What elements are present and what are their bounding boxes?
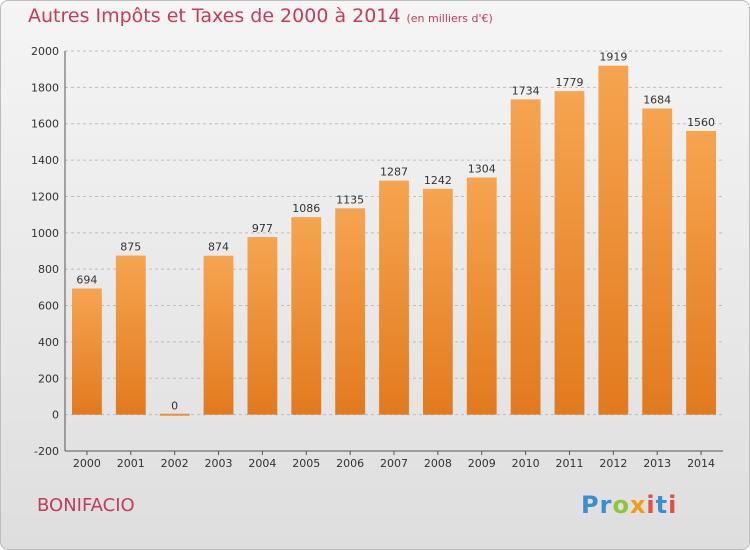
value-label-2001: 875 [120,241,141,254]
bar-2009 [466,177,497,415]
logo-letter: r [599,491,613,519]
bar-2004 [247,237,278,415]
bar-2012 [598,65,629,415]
y-tick-label: -200 [34,445,59,458]
bar-2000 [72,288,102,415]
value-label-2009: 1304 [468,163,496,176]
value-label-2011: 1779 [555,76,583,89]
value-label-2012: 1919 [599,51,627,64]
bar-2014 [686,131,716,415]
bar-2013 [642,108,673,415]
logo-letter: t [655,491,669,519]
title-unit: (en milliers d'€) [406,12,493,25]
value-label-2014: 1560 [687,116,715,129]
x-tick-label-2008: 2008 [424,457,452,470]
y-tick-label: 2000 [31,45,59,58]
y-tick-label: 0 [52,409,59,422]
logo-letter: P [581,491,600,519]
logo-letter: i [646,491,656,519]
value-label-2004: 977 [252,222,273,235]
y-tick-label: 1200 [31,190,59,203]
value-label-2007: 1287 [380,166,408,179]
bar-2006 [335,208,366,415]
y-tick-label: 1600 [31,118,59,131]
x-tick-label-2005: 2005 [292,457,320,470]
x-tick-label-2006: 2006 [336,457,364,470]
bar-2001 [115,255,146,415]
y-tick-label: 400 [38,336,59,349]
y-tick-labels: -200 0 200 400 600 800 1000 1200 1400 1600 1800 200… [31,45,59,458]
logo-letter: i [668,491,678,519]
bar-2002 [159,413,190,416]
value-label-2005: 1086 [292,202,320,215]
x-tick-label-2012: 2012 [599,457,627,470]
x-tick-label-2010: 2010 [512,457,540,470]
y-tick-label: 1000 [31,227,59,240]
proxiti-logo: Proxiti [581,491,677,519]
title-text: Autres Impôts et Taxes de 2000 à 2014 [28,5,401,27]
x-tick-label-2011: 2011 [555,457,583,470]
logo-letter: o [612,491,630,519]
bar-2003 [203,255,234,415]
logo-letter: x [629,491,647,519]
bar-2007 [379,180,409,415]
value-labels: 694 875 0 874 977 1086 1135 1287 1242 1304 1734 177… [76,51,715,413]
bar-2008 [422,188,453,415]
value-label-2003: 874 [208,241,229,254]
x-tick-label-2002: 2002 [161,457,189,470]
x-tick-labels: 2000 2001 2002 2003 2004 2005 2006 2007 2008 2009… [73,451,715,470]
x-tick-label-2009: 2009 [468,457,496,470]
x-tick-label-2007: 2007 [380,457,408,470]
bar-2005 [291,217,322,415]
value-label-2006: 1135 [336,193,364,206]
x-tick-label-2003: 2003 [205,457,233,470]
bar-2010 [510,99,541,415]
chart-title: Autres Impôts et Taxes de 2000 à 2014 (en… [28,5,493,27]
value-label-2000: 694 [76,273,97,286]
y-tick-label: 1800 [31,81,59,94]
value-label-2002: 0 [171,400,178,413]
value-label-2013: 1684 [643,93,671,106]
y-tick-label: 800 [38,263,59,276]
x-tick-label-2001: 2001 [117,457,145,470]
commune-name: BONIFACIO [37,495,135,516]
x-tick-label-2013: 2013 [643,457,671,470]
y-tick-label: 600 [38,300,59,313]
value-label-2010: 1734 [512,84,540,97]
x-tick-label-2004: 2004 [248,457,276,470]
y-tick-label: 1400 [31,154,59,167]
y-tick-label: 200 [38,372,59,385]
x-tick-label-2000: 2000 [73,457,101,470]
x-tick-label-2014: 2014 [687,457,715,470]
bar-2011 [554,91,585,415]
bars [72,65,716,416]
value-label-2008: 1242 [424,174,452,187]
